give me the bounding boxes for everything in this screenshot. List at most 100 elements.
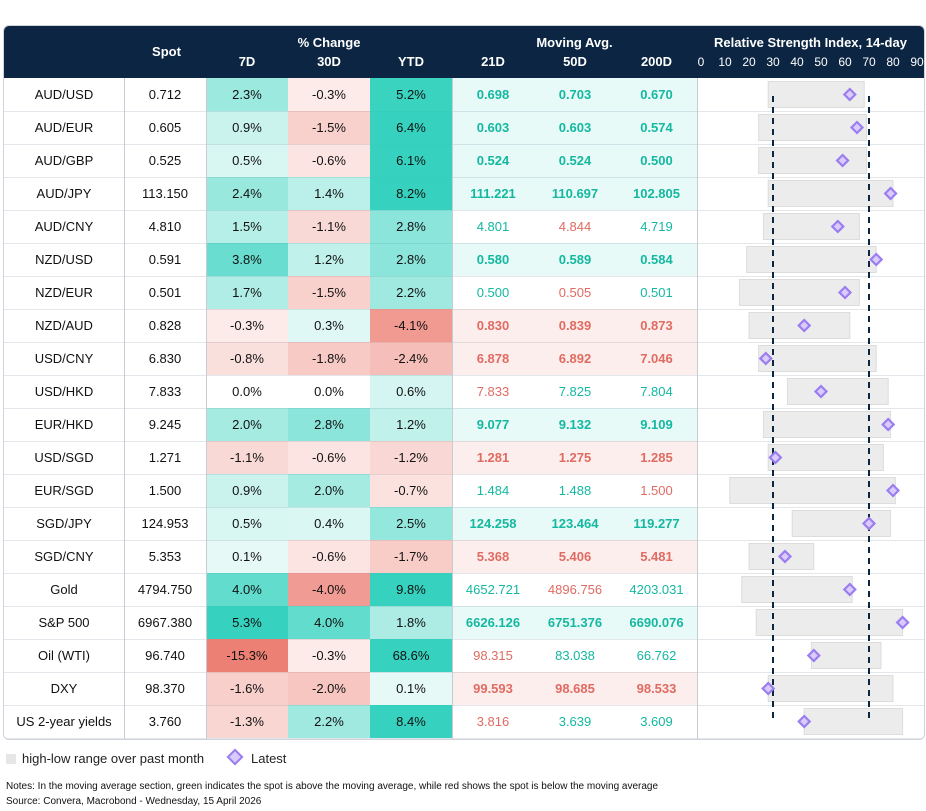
rsi-latest-marker <box>883 186 898 201</box>
moving-avg-ma21: 98.315 <box>473 648 513 663</box>
moving-avg-ma21: 111.221 <box>452 177 534 210</box>
pct-change-d30: 1.2% <box>288 243 370 276</box>
pct-change-d7: 0.9% <box>206 111 288 144</box>
rsi-latest-marker <box>842 582 857 597</box>
diamond-icon <box>226 748 244 766</box>
pct-change-d7: 0.1% <box>206 540 288 573</box>
row-label: NZD/AUD <box>35 318 93 333</box>
moving-avg-ma200: 0.574 <box>616 111 697 144</box>
rsi-latest-marker <box>849 120 865 135</box>
moving-avg-ma50: 6751.376 <box>534 606 616 639</box>
table-row: US 2-year yields 3.760 -1.3% 2.2% 8.4% 3.816 3… <box>4 705 924 739</box>
spot-value: 0.712 <box>148 87 182 102</box>
moving-avg-ma50: 9.132 <box>534 408 616 441</box>
pct-change-d7: 2.3% <box>206 78 288 111</box>
spot-value: 5.353 <box>148 549 182 564</box>
pct-change-d30: -1.5% <box>288 276 370 309</box>
table-row: AUD/GBP 0.525 0.5% -0.6% 6.1% 0.524 0.524 0.500 <box>4 144 924 178</box>
spot-value: 4.810 <box>148 219 182 234</box>
table-header: Spot % Change 7D 30D YTD Moving Avg. 21D… <box>4 26 924 78</box>
pct-change-ytd: 2.5% <box>370 507 452 540</box>
pct-change-d7: -0.3% <box>206 309 288 342</box>
row-label: AUD/JPY <box>36 186 92 201</box>
rsi-tick-label: 70 <box>862 55 876 69</box>
moving-avg-ma200: 102.805 <box>616 177 697 210</box>
row-label: S&P 500 <box>38 615 90 630</box>
rsi-range-bar <box>762 213 860 240</box>
moving-avg-ma21: 9.077 <box>452 408 534 441</box>
rsi-latest-marker <box>768 450 783 465</box>
spot-value: 6967.380 <box>137 615 193 630</box>
table-row: AUD/CNY 4.810 1.5% -1.1% 2.8% 4.801 4.844 4.719 <box>4 210 924 244</box>
spot-value: 1.271 <box>148 450 182 465</box>
spot-value: 98.370 <box>145 681 185 696</box>
moving-avg-ma50: 0.589 <box>534 243 616 276</box>
moving-avg-ma200: 7.046 <box>616 342 697 375</box>
rsi-latest-marker <box>830 219 845 234</box>
pct-change-ytd: 2.8% <box>370 210 452 243</box>
legend-range-label: high-low range over past month <box>22 751 205 766</box>
table-row: NZD/AUD 0.828 -0.3% 0.3% -4.1% 0.830 0.839 0.87… <box>4 309 924 343</box>
rsi-latest-marker <box>885 483 901 498</box>
moving-avg-ma21: 0.580 <box>452 243 534 276</box>
header-21d: 21D <box>481 54 505 69</box>
rsi-latest-marker <box>797 714 812 729</box>
table-row: SGD/JPY 124.953 0.5% 0.4% 2.5% 124.258 123.464… <box>4 507 924 541</box>
rsi-range-bar <box>755 609 904 636</box>
pct-change-d7: -0.8% <box>206 342 288 375</box>
rsi-range-bar <box>729 477 896 504</box>
pct-change-d30: 4.0% <box>288 606 370 639</box>
table-row: Gold 4794.750 4.0% -4.0% 9.8% 4652.721 4896.75… <box>4 573 924 607</box>
table-row: EUR/SGD 1.500 0.9% 2.0% -0.7% 1.484 1.488 1.500 <box>4 474 924 508</box>
moving-avg-ma50: 7.825 <box>558 384 592 399</box>
rsi-tick-label: 80 <box>886 55 900 69</box>
moving-avg-ma50: 83.038 <box>555 648 595 663</box>
moving-avg-ma21: 6.878 <box>452 342 534 375</box>
pct-change-ytd: -2.4% <box>370 342 452 375</box>
rsi-latest-marker <box>761 681 776 696</box>
rsi-latest-marker <box>881 417 896 432</box>
header-50d: 50D <box>563 54 587 69</box>
moving-avg-ma21: 99.593 <box>452 672 534 705</box>
table-row: NZD/EUR 0.501 1.7% -1.5% 2.2% 0.500 0.505 0.501 <box>4 276 924 310</box>
pct-change-d7: -1.1% <box>206 441 288 474</box>
pct-change-d30: 1.4% <box>288 177 370 210</box>
row-label: US 2-year yields <box>16 714 112 729</box>
pct-change-ytd: 1.2% <box>370 408 452 441</box>
pct-change-d7: 2.0% <box>206 408 288 441</box>
spot-value: 0.591 <box>148 252 182 267</box>
row-label: USD/SGD <box>34 450 94 465</box>
moving-avg-ma50: 98.685 <box>534 672 616 705</box>
header-30d: 30D <box>317 54 341 69</box>
row-label: USD/CNY <box>34 351 94 366</box>
source-line: Source: Convera, Macrobond - Wednesday, … <box>6 796 262 807</box>
moving-avg-ma21: 0.524 <box>452 144 534 177</box>
spot-value: 0.605 <box>148 120 182 135</box>
moving-avg-ma21: 4.801 <box>476 219 510 234</box>
row-label: AUD/EUR <box>34 120 94 135</box>
rsi-tick-label: 20 <box>742 55 756 69</box>
moving-avg-ma50: 0.603 <box>534 111 616 144</box>
moving-avg-ma21: 4652.721 <box>465 582 521 597</box>
moving-avg-ma50: 6.892 <box>534 342 616 375</box>
pct-change-d30: -1.1% <box>288 210 370 243</box>
moving-avg-ma50: 4896.756 <box>547 582 603 597</box>
moving-avg-ma21: 0.830 <box>452 309 534 342</box>
row-label: AUD/USD <box>34 87 94 102</box>
header-7d: 7D <box>238 54 256 69</box>
moving-avg-ma200: 3.609 <box>640 714 673 729</box>
row-label: DXY <box>50 681 78 696</box>
table-row: USD/SGD 1.271 -1.1% -0.6% -1.2% 1.281 1.275 1.2… <box>4 441 924 475</box>
pct-change-d7: 0.5% <box>206 144 288 177</box>
pct-change-ytd: 6.4% <box>370 111 452 144</box>
pct-change-d30: 0.0% <box>314 384 344 399</box>
pct-change-d30: -1.8% <box>288 342 370 375</box>
legend-latest: Latest <box>226 748 286 766</box>
spot-value: 113.150 <box>141 186 189 201</box>
legend-range: high-low range over past month <box>6 751 204 766</box>
table-row: EUR/HKD 9.245 2.0% 2.8% 1.2% 9.077 9.132 9.109 <box>4 408 924 442</box>
pct-change-ytd: 8.2% <box>370 177 452 210</box>
pct-change-ytd: -0.7% <box>370 474 452 507</box>
pct-change-ytd: -1.2% <box>370 441 452 474</box>
row-label: AUD/GBP <box>34 153 94 168</box>
